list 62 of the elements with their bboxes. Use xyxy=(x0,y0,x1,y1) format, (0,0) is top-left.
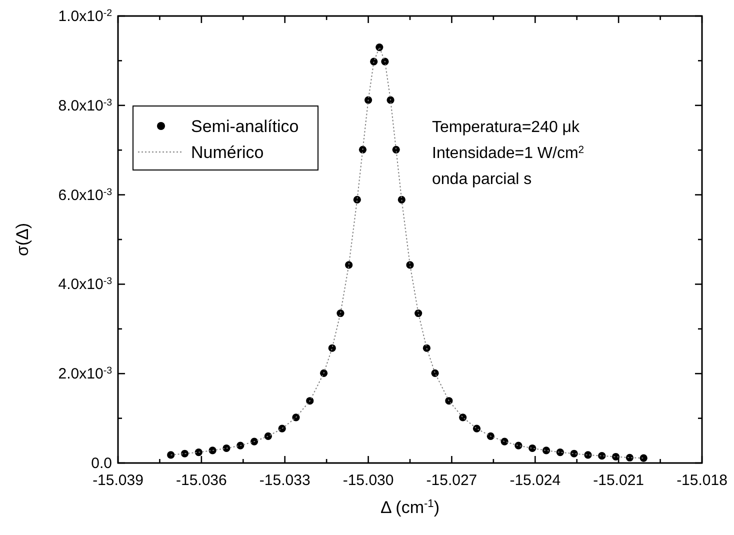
y-tick-label: 2.0x10$^{-3}$ xyxy=(58,365,112,383)
y-axis-title: σ(Δ) xyxy=(13,222,32,256)
point xyxy=(292,414,300,422)
point xyxy=(381,58,389,66)
point xyxy=(445,397,453,405)
point xyxy=(542,446,550,454)
point xyxy=(392,146,400,154)
point xyxy=(376,43,384,52)
x-tick-label: -15.039 xyxy=(92,472,144,489)
annotation: Intensidade=1 W/cm$^{2}$ xyxy=(432,144,584,162)
point xyxy=(612,452,620,461)
x-tick-label: -15.036 xyxy=(176,472,227,489)
point xyxy=(431,369,439,377)
point xyxy=(345,261,353,269)
y-tick-label: 4.0x10$^{-3}$ xyxy=(58,276,112,294)
point xyxy=(556,448,564,456)
x-tick-label: -15.021 xyxy=(593,472,644,489)
point xyxy=(236,442,244,450)
y-tick-label: 8.0x10$^{-3}$ xyxy=(58,96,112,114)
point xyxy=(626,454,634,462)
legend-label: Numérico xyxy=(191,143,264,162)
point xyxy=(306,397,314,405)
point xyxy=(328,344,336,352)
point xyxy=(570,450,578,458)
point xyxy=(358,146,367,154)
point xyxy=(353,196,361,204)
point xyxy=(264,432,272,440)
point xyxy=(386,96,394,104)
point xyxy=(514,442,522,450)
point xyxy=(278,424,286,432)
point xyxy=(486,432,494,440)
point xyxy=(422,344,430,352)
point xyxy=(222,444,230,452)
annotation: Temperatura=240 μk xyxy=(432,119,581,136)
point xyxy=(167,451,175,459)
point xyxy=(472,424,481,432)
point xyxy=(640,454,648,462)
x-tick-label: -15.018 xyxy=(676,472,728,489)
point xyxy=(194,448,202,456)
point xyxy=(180,450,189,458)
x-tick-label: -15.024 xyxy=(510,472,561,489)
point xyxy=(336,309,344,318)
y-tick-label: 1.0x10$^{-2}$ xyxy=(58,8,112,25)
x-tick-label: -15.030 xyxy=(342,472,394,489)
point xyxy=(406,261,414,269)
point xyxy=(584,451,592,459)
point xyxy=(500,438,508,446)
annotation: onda parcial s xyxy=(432,171,532,188)
point xyxy=(320,369,328,377)
point xyxy=(208,446,216,454)
point xyxy=(398,196,406,204)
point xyxy=(459,414,467,422)
point xyxy=(364,96,372,104)
x-axis-title: Δ (cm$^{-1}$) xyxy=(380,498,440,517)
x-tick-label: -15.027 xyxy=(426,472,478,489)
point xyxy=(598,452,606,460)
y-tick-label: 6.0x10$^{-3}$ xyxy=(58,186,112,204)
x-tick-label: -15.033 xyxy=(259,472,310,489)
point xyxy=(414,309,422,318)
point xyxy=(250,438,258,446)
legend-label: Semi-analítico xyxy=(191,117,299,136)
y-tick-label: 0.0 xyxy=(91,455,112,472)
